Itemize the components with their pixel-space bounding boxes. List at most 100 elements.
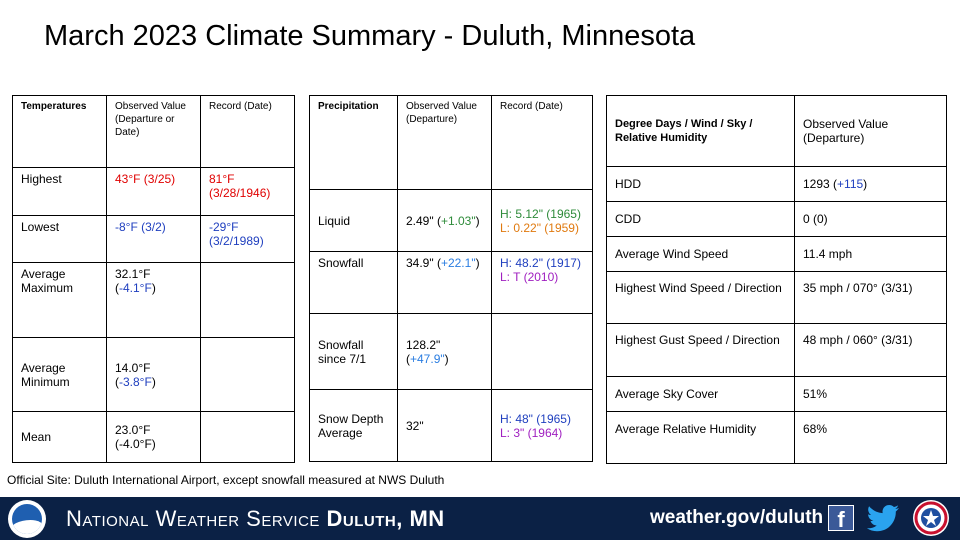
observed-value: 1293 (+115): [794, 166, 947, 202]
record-value: H: 48" (1965) L: 3" (1964): [491, 389, 593, 462]
observed-end: ): [444, 351, 449, 366]
record-value: [200, 411, 295, 463]
row-label: CDD: [606, 201, 795, 237]
departure-value: -4.1°F: [119, 281, 152, 295]
observed-value: 32.1°F (-4.1°F): [106, 262, 201, 338]
row-label: Average Wind Speed: [606, 236, 795, 272]
record-value: [200, 337, 295, 412]
header-cell: Precipitation: [309, 95, 398, 190]
header-cell: Temperatures: [12, 95, 107, 168]
record-value: -29°F (3/2/1989): [200, 215, 295, 263]
row-label: Mean: [12, 411, 107, 463]
row-label: Snowfall since 7/1: [309, 313, 398, 390]
facebook-icon[interactable]: f: [828, 505, 854, 532]
row-label: Snowfall: [309, 251, 398, 314]
table-header-row: Degree Days / Wind / Sky / Relative Humi…: [606, 95, 947, 167]
table-row: Mean 23.0°F (-4.0°F): [12, 411, 295, 463]
org-prefix: National Weather Service: [66, 506, 327, 531]
header-cell: Observed Value (Departure): [397, 95, 492, 190]
table-row: Average Wind Speed 11.4 mph: [606, 236, 947, 272]
noaa-logo: [8, 500, 46, 538]
observed-main: 1293 (: [803, 177, 838, 191]
observed-value: 35 mph / 070° (3/31): [794, 271, 947, 324]
row-label: Average Relative Humidity: [606, 411, 795, 464]
table-row: Average Sky Cover 51%: [606, 376, 947, 412]
row-label: Highest Wind Speed / Direction: [606, 271, 795, 324]
departure-value: +1.03": [440, 213, 476, 228]
table-row: Highest Wind Speed / Direction 35 mph / …: [606, 271, 947, 324]
header-cell: Record (Date): [200, 95, 295, 168]
observed-main: 32.1°F (: [115, 267, 151, 295]
departure-value: -3.8°F: [119, 374, 152, 389]
organization-name: National Weather Service Duluth, MN: [66, 506, 445, 532]
footer-banner: National Weather Service Duluth, MN weat…: [0, 497, 960, 540]
table-row: Liquid 2.49" (+1.03") H: 5.12" (1965) L: …: [309, 189, 593, 252]
observed-end: ): [863, 177, 868, 191]
observed-end: ): [475, 213, 480, 228]
row-label: Liquid: [309, 189, 398, 252]
observed-value: 34.9" (+22.1"): [397, 251, 492, 314]
footnote: Official Site: Duluth International Airp…: [7, 473, 445, 487]
observed-value: 11.4 mph: [794, 236, 947, 272]
row-label: Snow Depth Average: [309, 389, 398, 462]
table-row: Snowfall since 7/1 128.2" (+47.9"): [309, 313, 593, 390]
twitter-icon[interactable]: [866, 504, 900, 532]
header-cell: Record (Date): [491, 95, 593, 190]
table-row: Average Maximum 32.1°F (-4.1°F): [12, 262, 295, 338]
degree-days-table: Degree Days / Wind / Sky / Relative Humi…: [606, 95, 947, 464]
observed-value: -8°F (3/2): [106, 215, 201, 263]
observed-value: 14.0°F (-3.8°F): [106, 337, 201, 412]
page-title: March 2023 Climate Summary - Duluth, Min…: [44, 20, 696, 52]
header-cell: Degree Days / Wind / Sky / Relative Humi…: [606, 95, 795, 167]
record-high: H: 48.2" (1917): [500, 256, 581, 270]
record-value: [200, 262, 295, 338]
table-row: Snow Depth Average 32" H: 48" (1965) L: 3…: [309, 389, 593, 462]
table-header-row: Precipitation Observed Value (Departure)…: [309, 95, 593, 190]
row-label: HDD: [606, 166, 795, 202]
observed-main: 128.2" (: [406, 337, 441, 366]
header-cell: Observed Value (Departure): [794, 95, 947, 167]
observed-main: 2.49" (: [406, 213, 441, 228]
observed-end: ): [151, 281, 156, 295]
row-label: Average Maximum: [12, 262, 107, 338]
observed-end: ): [475, 256, 480, 270]
table-row: Lowest -8°F (3/2) -29°F (3/2/1989): [12, 215, 295, 263]
observed-value: 0 (0): [794, 201, 947, 237]
record-value: 81°F (3/28/1946): [200, 167, 295, 216]
record-low: L: 3" (1964): [500, 425, 563, 440]
record-value: H: 48.2" (1917) L: T (2010): [491, 251, 593, 314]
table-row: Average Relative Humidity 68%: [606, 411, 947, 464]
table-header-row: Temperatures Observed Value (Departure o…: [12, 95, 295, 168]
nws-logo: [913, 500, 949, 536]
observed-value: 51%: [794, 376, 947, 412]
table-row: Highest Gust Speed / Direction 48 mph / …: [606, 323, 947, 377]
observed-main: 14.0°F (: [115, 360, 151, 389]
header-cell: Observed Value (Departure or Date): [106, 95, 201, 168]
record-high: H: 5.12" (1965): [500, 206, 581, 221]
observed-value: 32": [397, 389, 492, 462]
row-label: Average Minimum: [12, 337, 107, 412]
temperatures-table: Temperatures Observed Value (Departure o…: [12, 95, 295, 463]
record-low: L: T (2010): [500, 270, 559, 284]
observed-value: 128.2" (+47.9"): [397, 313, 492, 390]
table-row: CDD 0 (0): [606, 201, 947, 237]
observed-value: 68%: [794, 411, 947, 464]
precipitation-table: Precipitation Observed Value (Departure)…: [309, 95, 593, 462]
record-low: L: 0.22" (1959): [500, 220, 579, 235]
observed-main: 34.9" (: [406, 256, 441, 270]
observed-end: ): [151, 374, 156, 389]
observed-value: 23.0°F (-4.0°F): [106, 411, 201, 463]
record-value: [491, 313, 593, 390]
row-label: Lowest: [12, 215, 107, 263]
table-row: Highest 43°F (3/25) 81°F (3/28/1946): [12, 167, 295, 216]
table-row: Average Minimum 14.0°F (-3.8°F): [12, 337, 295, 412]
website-link[interactable]: weather.gov/duluth: [650, 507, 824, 528]
departure-value: +22.1": [440, 256, 476, 270]
observed-value: 48 mph / 060° (3/31): [794, 323, 947, 377]
departure-value: +47.9": [410, 351, 445, 366]
row-label: Average Sky Cover: [606, 376, 795, 412]
row-label: Highest: [12, 167, 107, 216]
table-row: HDD 1293 (+115): [606, 166, 947, 202]
table-row: Snowfall 34.9" (+22.1") H: 48.2" (1917) L…: [309, 251, 593, 314]
departure-value: +115: [837, 177, 864, 191]
